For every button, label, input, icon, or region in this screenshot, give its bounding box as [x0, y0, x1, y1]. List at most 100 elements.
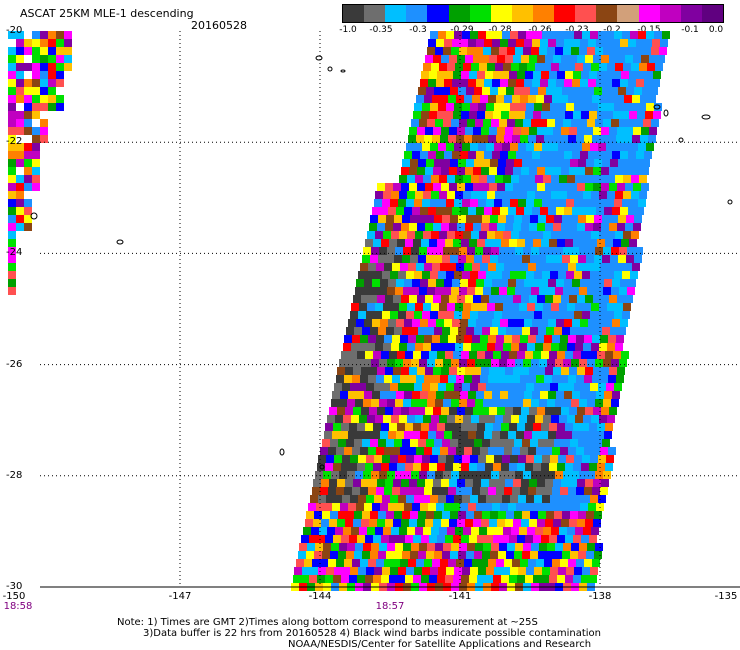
swath-cell [506, 439, 514, 447]
swath-cell [48, 63, 56, 71]
swath-cell [427, 359, 435, 367]
swath-cell [462, 567, 470, 575]
swath-cell [424, 447, 432, 455]
swath-cell [449, 127, 457, 135]
swath-cell [389, 351, 397, 359]
swath-cell [410, 551, 418, 559]
swath-cell [484, 431, 492, 439]
swath-cell [367, 303, 375, 311]
swath-cell [470, 567, 478, 575]
swath-cell [569, 407, 577, 415]
swath-cell [503, 303, 511, 311]
swath-cell [462, 271, 470, 279]
swath-cell [487, 231, 495, 239]
swath-cell [465, 55, 473, 63]
swath-cell [418, 159, 426, 167]
swath-cell [403, 399, 411, 407]
swath-cell [452, 207, 460, 215]
swath-cell [505, 479, 513, 487]
swath-cell [378, 511, 386, 519]
swath-cell [538, 159, 546, 167]
swath-cell [493, 535, 501, 543]
colorbar-swatch [364, 5, 386, 22]
swath-cell [628, 207, 636, 215]
swath-cell [429, 535, 437, 543]
swath-cell [466, 439, 474, 447]
swath-cell [598, 311, 606, 319]
swath-cell [413, 239, 421, 247]
swath-cell [361, 367, 369, 375]
swath-cell [489, 183, 497, 191]
swath-cell [8, 191, 16, 199]
swath-cell [609, 407, 617, 415]
swath-cell [608, 447, 616, 455]
swath-cell [564, 503, 572, 511]
swath-cell [562, 255, 570, 263]
swath-cell [346, 551, 354, 559]
swath-cell [489, 167, 497, 175]
swath-cell [638, 103, 646, 111]
swath-cell [627, 119, 635, 127]
swath-cell [590, 31, 598, 39]
swath-cell [578, 87, 586, 95]
swath-cell [380, 391, 388, 399]
swath-cell [575, 231, 583, 239]
swath-cell [629, 111, 637, 119]
swath-cell [421, 575, 429, 583]
colorbar-label: -0.1 [681, 25, 699, 35]
swath-cell [480, 135, 488, 143]
swath-cell [454, 455, 462, 463]
colorbar-label: -1.0 [339, 25, 357, 35]
swath-cell [400, 375, 408, 383]
swath-cell [499, 247, 507, 255]
swath-cell [390, 383, 398, 391]
swath-cell [48, 87, 56, 95]
swath-cell [609, 55, 617, 63]
swath-cell [464, 135, 472, 143]
swath-cell [631, 175, 639, 183]
latitude-label: -26 [6, 358, 23, 370]
swath-cell [542, 199, 550, 207]
swath-cell [520, 559, 528, 567]
swath-cell [543, 303, 551, 311]
swath-cell [571, 543, 579, 551]
swath-cell [360, 487, 368, 495]
swath-cell [614, 311, 622, 319]
swath-cell [619, 47, 627, 55]
swath-cell [559, 343, 567, 351]
swath-cell [376, 487, 384, 495]
swath-cell [493, 351, 501, 359]
swath-cell [536, 487, 544, 495]
swath-cell [384, 559, 392, 567]
swath-cell [454, 103, 462, 111]
swath-cell [387, 471, 395, 479]
swath-cell [465, 167, 473, 175]
swath-cell [405, 351, 413, 359]
swath-cell [595, 543, 603, 551]
swath-cell [359, 415, 367, 423]
swath-cell [342, 455, 350, 463]
swath-cell [587, 287, 595, 295]
swath-cell [404, 279, 412, 287]
swath-cell [488, 375, 496, 383]
swath-cell [326, 567, 334, 575]
swath-cell [546, 439, 554, 447]
swath-cell [446, 495, 454, 503]
swath-cells [8, 31, 670, 591]
swath-cell [528, 335, 536, 343]
swath-cell [518, 311, 526, 319]
swath-cell [559, 231, 567, 239]
swath-cell [403, 471, 411, 479]
swath-cell [519, 343, 527, 351]
swath-cell [441, 407, 449, 415]
swath-cell [334, 495, 342, 503]
swath-cell [549, 111, 557, 119]
swath-cell [495, 63, 503, 71]
swath-cell [383, 191, 391, 199]
swath-cell [404, 391, 412, 399]
swath-cell [436, 503, 444, 511]
swath-cell [428, 431, 436, 439]
swath-cell [438, 383, 446, 391]
swath-cell [560, 375, 568, 383]
swath-cell [514, 551, 522, 559]
